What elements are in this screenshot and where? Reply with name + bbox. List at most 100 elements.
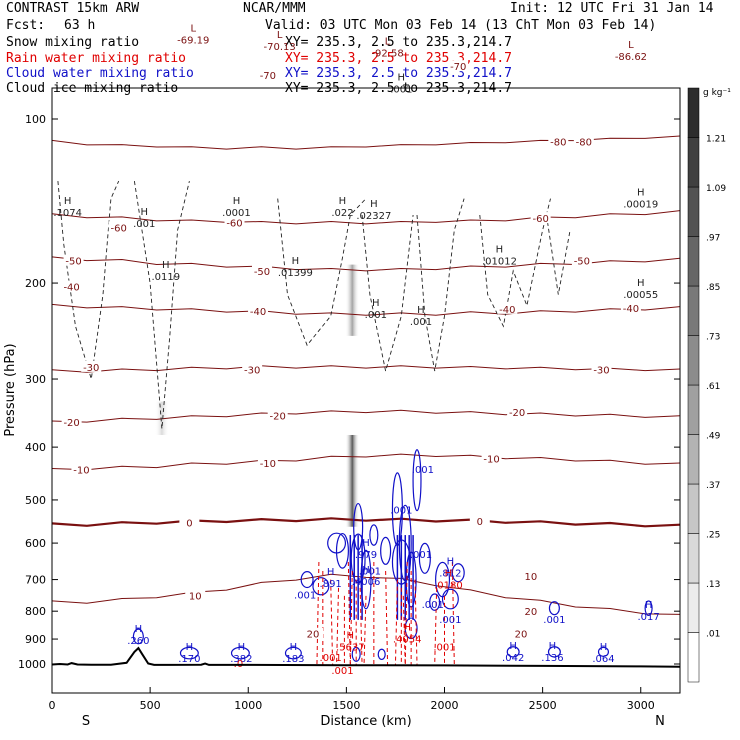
- isotherm-label: -30: [244, 365, 260, 376]
- rain-contour-9: [363, 595, 367, 666]
- extremum-marker: H: [403, 623, 411, 634]
- colorbar-swatch: [687, 285, 700, 336]
- x-tick-label: 2000: [431, 699, 459, 712]
- extremum-marker: H: [362, 538, 370, 549]
- colorbar-swatch: [687, 384, 700, 435]
- isotherm-label-bg: [257, 68, 278, 80]
- isotherm-label-bg: [257, 457, 278, 469]
- y-axis-label: Pressure (hPa): [3, 343, 18, 436]
- isotherm-label-bg: [224, 216, 245, 228]
- ice-contour-5: [479, 198, 551, 328]
- extremum-marker: H: [637, 188, 645, 199]
- extremum-value: .4006: [352, 577, 381, 588]
- isotherm--20: [52, 409, 680, 423]
- isotherm--40: [52, 303, 680, 316]
- isotherm--10: [52, 453, 680, 471]
- colorbar-label: .13: [706, 580, 720, 590]
- isotherm-label-bg: [242, 363, 263, 375]
- ice-contour-1: [133, 180, 190, 429]
- colorbar-label: .25: [706, 531, 720, 541]
- isotherm-label: -50: [254, 267, 270, 278]
- isotherm-10: [52, 573, 680, 615]
- extremum-value: -69.19: [177, 36, 209, 47]
- extremum-value: .001: [359, 567, 381, 578]
- extremum-marker: H: [186, 642, 194, 653]
- cloud-water-contour-15: [300, 571, 314, 589]
- extremum-marker: H: [509, 641, 517, 652]
- isotherm-label: 10: [189, 591, 202, 602]
- rain-contour-5: [347, 562, 351, 666]
- rain-contour-3: [336, 587, 340, 666]
- isotherm-label: 10: [524, 572, 537, 583]
- extremum-marker: H: [292, 256, 300, 267]
- extremum-value: .001: [433, 643, 455, 654]
- isotherm-label-bg: [591, 363, 612, 375]
- extremum-value: .979: [355, 550, 377, 561]
- cloud-water-contour-25: [351, 646, 361, 662]
- rain-contour-11: [385, 570, 389, 666]
- cloud-water-contour-26: [377, 648, 386, 661]
- isotherm-label-bg: [61, 280, 82, 292]
- extremum-value: .02327: [356, 211, 391, 222]
- extremum-value: .0180: [434, 581, 463, 592]
- extremum-marker: L: [191, 24, 197, 35]
- extremum-value: .01399: [278, 268, 313, 279]
- rain-contour-2: [330, 579, 334, 666]
- valid-time: Valid: 03 UTC Mon 03 Feb 14 (13 ChT Mon …: [265, 18, 657, 33]
- rain-contour-12: [394, 579, 398, 666]
- isotherm-label-bg: [251, 264, 272, 276]
- extremum-value: .0001: [222, 208, 251, 219]
- extremum-marker: H: [238, 642, 246, 653]
- isotherm-label-bg: [571, 254, 592, 266]
- extremum-value: .01012: [482, 256, 517, 267]
- extremum-value: .001: [133, 219, 155, 230]
- isotherm-label-bg: [179, 516, 200, 528]
- extremum-value: .001: [365, 310, 387, 321]
- colorbar-swatch: [687, 533, 700, 584]
- isotherm-label-bg: [548, 135, 569, 147]
- extremum-value: .5637: [336, 643, 365, 654]
- isotherm-label: -40: [63, 283, 79, 294]
- ice-contour-4: [416, 198, 465, 372]
- colorbar-unit: g kg⁻¹: [703, 88, 731, 98]
- extremum-value: -92.58: [371, 49, 403, 60]
- cloud-water-contour-3: [360, 549, 372, 610]
- extremum-value: .022: [331, 208, 353, 219]
- cloud-water-contour-29: [597, 646, 610, 657]
- y-tick-label: 500: [25, 494, 46, 507]
- x-axis-label: Distance (km): [320, 714, 411, 729]
- isotherm-label-bg: [573, 135, 594, 147]
- isotherm-label: 20: [524, 607, 537, 618]
- x-tick-label: 1000: [234, 699, 262, 712]
- isotherm-label-bg: [469, 514, 490, 526]
- isotherm-label-bg: [511, 627, 532, 639]
- cloud-water-contour-20: [644, 600, 653, 617]
- extremum-value: .00019: [623, 200, 658, 211]
- colorbar-label: .73: [706, 333, 720, 343]
- extremum-marker: H: [600, 642, 608, 653]
- cloud-water-contour-10: [418, 542, 431, 574]
- extremum-value: .001: [390, 84, 412, 95]
- colorbar-swatch: [687, 137, 700, 188]
- cloud-water-contour-8: [412, 449, 422, 512]
- isotherm-label: -10: [260, 459, 276, 470]
- extremum-value: .001: [439, 615, 461, 626]
- cloud-water-contour-17: [380, 536, 392, 565]
- isotherm-label-bg: [185, 589, 206, 601]
- y-tick-label: 1000: [18, 658, 46, 671]
- rain-contour-20: [451, 562, 455, 666]
- colorbar-label: .85: [706, 283, 720, 293]
- extremum-marker: H: [327, 567, 335, 578]
- colorbar-label: .49: [706, 432, 721, 442]
- extremum-marker: L: [277, 30, 283, 41]
- extremum-value: .891: [320, 579, 342, 590]
- extremum-value: .001: [320, 653, 342, 664]
- isotherm-label-bg: [520, 605, 541, 617]
- extremum-marker: H: [645, 600, 653, 611]
- ice-contour-0: [57, 180, 120, 380]
- colorbar-label: .01: [706, 630, 720, 640]
- isotherm-label: -70: [260, 71, 276, 82]
- x-tick-label: 500: [140, 699, 161, 712]
- isotherm-label: -20: [63, 418, 79, 429]
